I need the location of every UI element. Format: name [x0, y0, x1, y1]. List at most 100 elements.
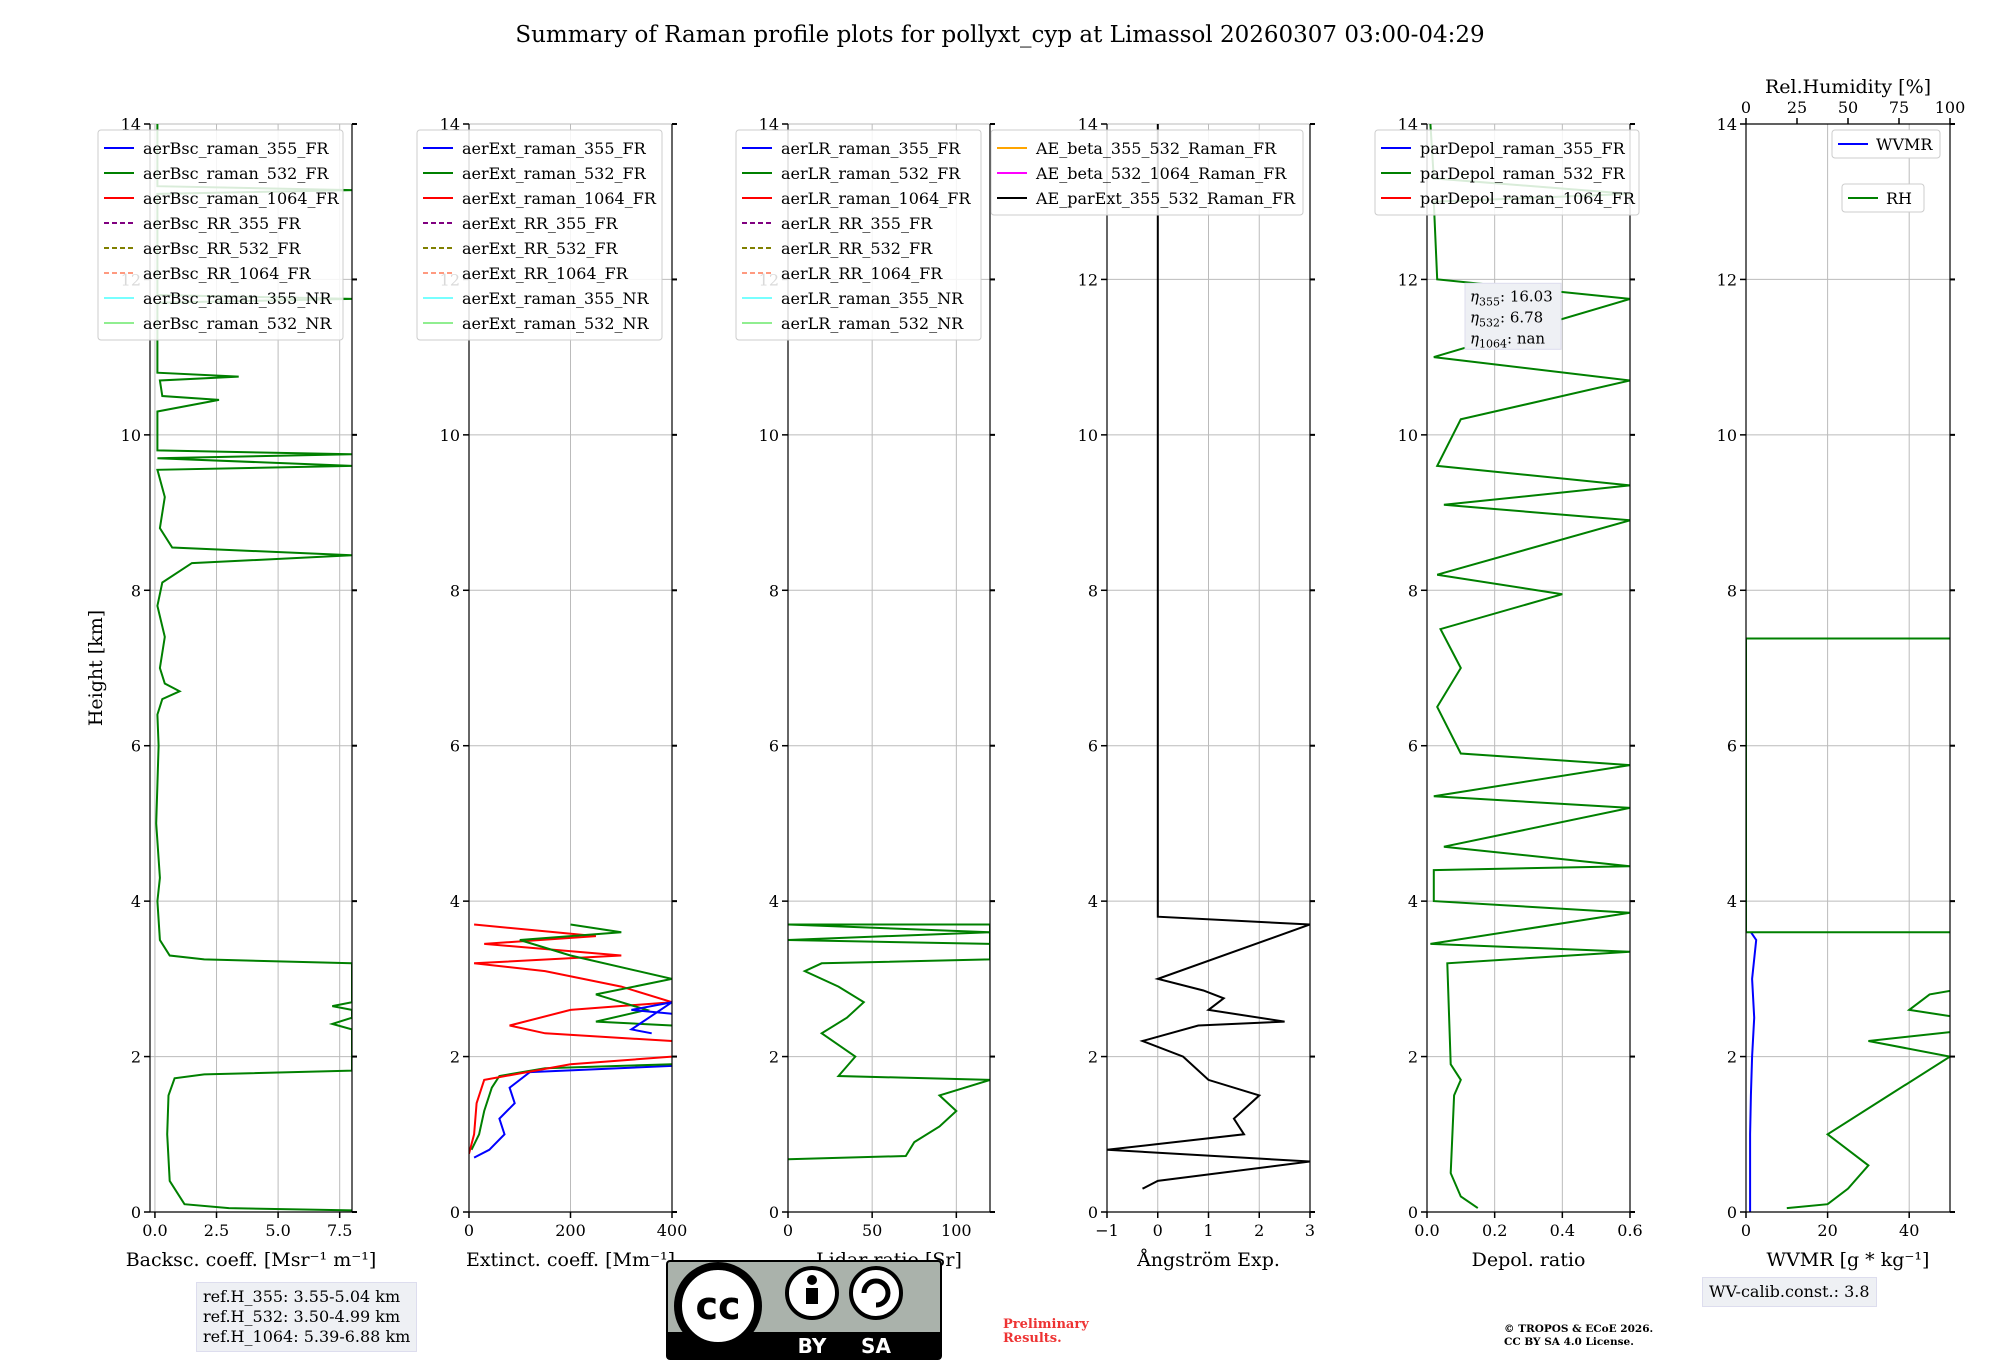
y-tick-label: 0 [1408, 1203, 1418, 1222]
x-axis-label: WVMR [g * kg⁻¹] [1767, 1249, 1930, 1271]
y-tick-label: 10 [1398, 426, 1418, 445]
legend-label: aerBsc_raman_532_FR [143, 164, 329, 183]
x-tick-label: 0 [1153, 1221, 1163, 1240]
legend-label: aerBsc_RR_532_FR [143, 239, 301, 258]
y-tick-label: 8 [131, 581, 141, 600]
legend-label: aerExt_RR_355_FR [462, 214, 619, 233]
legend-label: aerLR_RR_532_FR [781, 239, 933, 258]
legend-label: aerBsc_RR_355_FR [143, 214, 301, 233]
x-tick-label: 3 [1305, 1221, 1315, 1240]
sa-label: SA [861, 1334, 891, 1358]
legend-box [1841, 183, 1925, 213]
legend: parDepol_raman_355_FR parDepol_raman_532_… [1374, 129, 1640, 216]
legend-label: aerBsc_raman_355_NR [143, 289, 332, 308]
x2-axis-label: Rel.Humidity [%] [1765, 76, 1931, 98]
series-line-aerExt_raman_1064_FR_b [473, 923, 672, 1042]
y-tick-label: 12 [1078, 270, 1098, 289]
series-line-aerLR_raman_532_FR [788, 923, 990, 1161]
legend-label: aerExt_RR_532_FR [462, 239, 619, 258]
x-tick-label: 50 [862, 1221, 882, 1240]
sa-icon [849, 1266, 903, 1320]
legend-label: aerExt_RR_1064_FR [462, 264, 629, 283]
x2-tick-label: 0 [1741, 98, 1751, 117]
y-tick-label: 4 [1408, 892, 1418, 911]
legend-entry: RH [1841, 183, 1925, 213]
y-tick-label: 8 [450, 581, 460, 600]
y-tick-label: 6 [1408, 737, 1418, 756]
series-line-aerExt_raman_355_FR_b [628, 1001, 672, 1035]
x2-tick-label: 25 [1787, 98, 1807, 117]
eta-532: η532: 6.78 [1470, 308, 1543, 329]
copyright-note: © TROPOS & ECoE 2026. CC BY SA 4.0 Licen… [1504, 1323, 1653, 1349]
legend-label: aerBsc_raman_532_NR [143, 314, 332, 333]
legend-box [1374, 129, 1640, 216]
preliminary-line-1: Preliminary [1003, 1317, 1089, 1332]
y-tick-label: 14 [440, 115, 460, 134]
legend-label: WVMR [1876, 135, 1933, 154]
ref-532: ref.H_532: 3.50-4.99 km [203, 1307, 401, 1326]
x-axis-label: Ångström Exp. [1136, 1249, 1280, 1271]
y-tick-label: 2 [1088, 1048, 1098, 1067]
y-tick-label: 14 [1398, 115, 1418, 134]
x-tick-label: −1 [1095, 1221, 1119, 1240]
y-tick-label: 4 [131, 892, 141, 911]
ref-1064: ref.H_1064: 5.39-6.88 km [203, 1327, 411, 1346]
y-tick-label: 0 [769, 1203, 779, 1222]
y-tick-label: 12 [1717, 270, 1737, 289]
y-tick-label: 2 [131, 1048, 141, 1067]
y-tick-label: 2 [1408, 1048, 1418, 1067]
legend-label: aerLR_raman_355_FR [781, 139, 961, 158]
legend-box [416, 129, 663, 341]
x2-tick-label: 75 [1889, 98, 1909, 117]
y-tick-label: 4 [1088, 892, 1098, 911]
legend-box [97, 129, 344, 341]
y-tick-label: 6 [1727, 737, 1737, 756]
x-tick-label: 0.6 [1617, 1221, 1642, 1240]
wv-calibration-box: WV-calib.const.: 3.8 [1702, 1277, 1877, 1307]
legend-label: aerExt_raman_532_NR [462, 314, 650, 333]
x-tick-label: 0 [464, 1221, 474, 1240]
series-line-RH [1746, 637, 1950, 1210]
y-tick-label: 8 [1727, 581, 1737, 600]
x2-tick-label: 50 [1838, 98, 1858, 117]
legend-label: aerBsc_raman_1064_FR [143, 189, 340, 208]
legend-label: aerExt_raman_1064_FR [462, 189, 657, 208]
legend-box [1831, 129, 1941, 159]
x-tick-label: 2 [1254, 1221, 1264, 1240]
panel-depol: 0 2 4 6 8 10 12 14 0.0 0.2 0.4 0.6 Depol. ratio parDe… [1374, 115, 1643, 1271]
preliminary-line-2: Results. [1003, 1331, 1062, 1346]
y-tick-label: 14 [1078, 115, 1098, 134]
y-tick-label: 4 [769, 892, 779, 911]
x-tick-label: 40 [1899, 1221, 1919, 1240]
legend: AE_beta_355_532_Raman_FR AE_beta_532_1064… [990, 129, 1304, 216]
cc-icon [674, 1262, 762, 1350]
legend-label: AE_parExt_355_532_Raman_FR [1035, 189, 1296, 208]
y-tick-label: 2 [450, 1048, 460, 1067]
y-tick-label: 10 [759, 426, 779, 445]
x-tick-label: 0 [1741, 1221, 1751, 1240]
series-line-aerExt_raman_532_FR_b [519, 923, 672, 1027]
y-tick-label: 6 [769, 737, 779, 756]
legend-box [735, 129, 982, 341]
series-line-AE_parExt_355_532_Raman_FR [1107, 124, 1310, 1190]
y-tick-label: 14 [759, 115, 779, 134]
annotation-box [1464, 282, 1562, 350]
x-tick-label: 5.0 [265, 1221, 290, 1240]
legend-label: AE_beta_355_532_Raman_FR [1035, 139, 1277, 158]
x-tick-label: 2.5 [204, 1221, 229, 1240]
legend-box [990, 129, 1304, 216]
series-line-WVMR [1749, 931, 1758, 1212]
reference-height-box: ref.H_355: 3.55-5.04 km ref.H_532: 3.50-… [196, 1282, 418, 1352]
ref-355: ref.H_355: 3.55-5.04 km [203, 1287, 401, 1306]
by-label: BY [798, 1334, 827, 1358]
y-tick-label: 10 [440, 426, 460, 445]
y-tick-label: 0 [450, 1203, 460, 1222]
y-tick-label: 6 [450, 737, 460, 756]
legend-label: RH [1886, 189, 1912, 208]
y-tick-label: 8 [769, 581, 779, 600]
x-tick-label: 100 [941, 1221, 972, 1240]
x-tick-label: 0.4 [1550, 1221, 1575, 1240]
x-tick-label: 0.0 [1414, 1221, 1439, 1240]
legend: aerBsc_raman_355_FR aerBsc_raman_532_FRae… [97, 129, 344, 341]
